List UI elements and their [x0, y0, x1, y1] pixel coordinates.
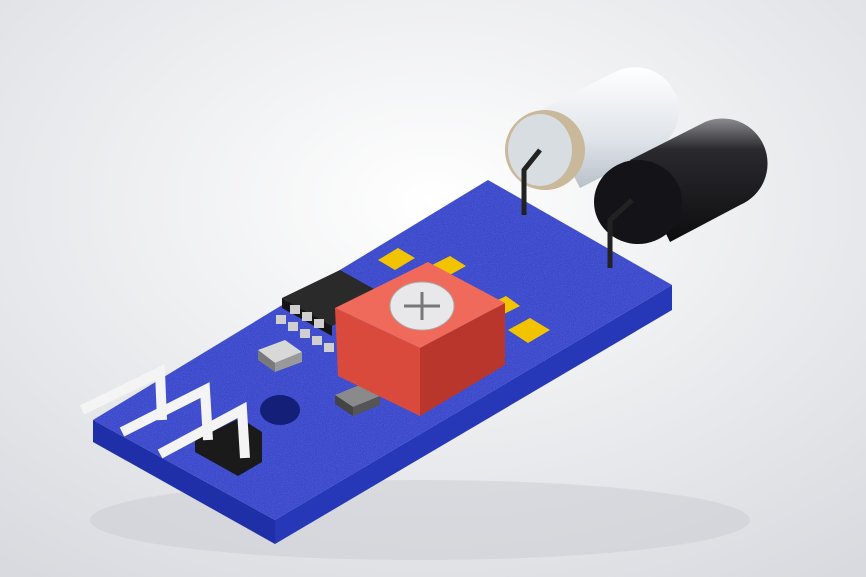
- led-dark: [594, 118, 768, 268]
- header-pin: [79, 364, 167, 421]
- pad: [378, 248, 415, 270]
- smd-side: [335, 395, 353, 416]
- ic: [276, 270, 390, 352]
- led-clear: [505, 67, 679, 215]
- pin: [302, 312, 312, 321]
- pad: [508, 318, 550, 343]
- pin: [324, 343, 334, 352]
- smd-side: [275, 352, 302, 372]
- header-pin: [157, 401, 250, 459]
- smd-top: [258, 340, 302, 363]
- led-leg: [607, 198, 634, 268]
- pin: [300, 329, 310, 338]
- header-pins: [79, 364, 250, 459]
- pin: [276, 315, 286, 324]
- pad: [432, 256, 466, 276]
- pin: [314, 319, 324, 328]
- pin: [288, 322, 298, 331]
- pin: [290, 305, 300, 314]
- pot-front: [335, 308, 420, 416]
- pin: [312, 336, 322, 345]
- led-leg: [521, 148, 542, 215]
- mount-hole: [260, 395, 300, 425]
- potentiometer: [335, 262, 505, 416]
- pads: [378, 248, 550, 343]
- header: [79, 364, 262, 476]
- pot-side: [420, 303, 505, 416]
- smd-side: [353, 396, 380, 416]
- smd-side: [258, 350, 275, 372]
- led-face: [594, 160, 682, 244]
- ic-pins: [276, 305, 334, 352]
- pcb-front: [93, 420, 275, 544]
- pcb-side: [275, 285, 672, 544]
- pot-cross: [404, 292, 440, 320]
